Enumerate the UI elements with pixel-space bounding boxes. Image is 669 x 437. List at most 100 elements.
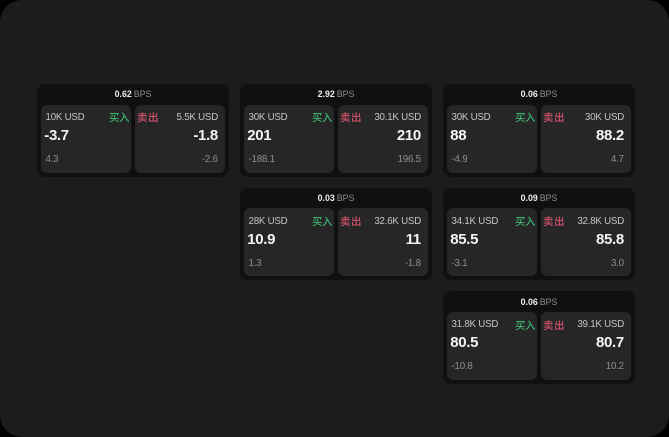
sell-quote-panel[interactable]: 32.8K USD 85.8 3.0 (541, 208, 631, 277)
cjk-glyph (515, 113, 525, 123)
buy-quote-panel[interactable]: 10K USD -3.7 4.3 (41, 104, 131, 173)
cjk-glyph-path (148, 112, 157, 123)
cjk-glyph-path (515, 113, 525, 123)
cjk-glyph-path (351, 112, 360, 123)
sell-panel-top: 30K USD (543, 112, 624, 124)
sell-panel-top: 30.1K USD (340, 112, 421, 124)
buy-panel-top: 30K USD (452, 112, 536, 124)
cjk-glyph-path (322, 112, 333, 123)
sell-price: 210 (396, 127, 421, 144)
sell-size: 32.6K USD (374, 215, 421, 227)
card-body: 30K USD 88 -4.9 30K USD 88.2 4.7 (443, 104, 635, 177)
cjk-glyph-path (543, 112, 554, 123)
buy-panel-top: 30K USD (249, 112, 333, 124)
cjk-glyph (119, 112, 130, 123)
buy-panel-top: 28K USD (249, 215, 333, 227)
card-header: 0.06 BPS (443, 84, 635, 105)
buy-price: 85.5 (450, 230, 479, 248)
buy-quote-panel[interactable]: 31.8K USD 80.5 -10.8 (447, 311, 537, 380)
cjk-glyph-path (554, 112, 563, 123)
cjk-glyph (312, 216, 322, 227)
buy-panel-top: 10K USD (46, 112, 130, 124)
card-body: 30K USD 201 -188.1 30.1K USD 210 196.5 (240, 104, 432, 177)
cjk-glyph-path (554, 216, 563, 227)
buy-size: 30K USD (248, 112, 288, 123)
sell-quote-panel[interactable]: 32.6K USD 11 -1.8 (338, 208, 428, 277)
card-header: 0.03 BPS (240, 188, 432, 209)
cjk-glyph (340, 112, 351, 123)
cjk-glyph-path (515, 216, 525, 227)
buy-panel-top: 34.1K USD (452, 215, 536, 227)
quote-card: 0.06 BPS 30K USD 88 -4.9 30K USD 88.2 4.… (443, 84, 635, 177)
card-body: 10K USD -3.7 4.3 5.5K USD -1.8 -2.6 (37, 104, 229, 177)
bps-unit-label: BPS (336, 89, 355, 100)
buy-size: 28K USD (248, 215, 288, 227)
sell-delta: 10.2 (605, 361, 624, 373)
cjk-glyph (515, 216, 525, 227)
bps-value: 0.06 (520, 296, 538, 307)
sell-delta: 4.7 (610, 154, 624, 165)
cjk-glyph-path (543, 216, 554, 227)
cjk-glyph-path (109, 113, 119, 123)
cjk-glyph-path (543, 320, 554, 330)
sell-panel-top: 32.6K USD (340, 215, 421, 227)
cjk-glyph-path (525, 112, 536, 123)
cjk-glyph (351, 216, 360, 227)
cjk-glyph (525, 112, 536, 123)
card-header: 2.92 BPS (240, 84, 432, 105)
buy-price: 201 (247, 127, 272, 144)
card-header: 0.62 BPS (37, 84, 229, 105)
sell-delta: -1.8 (404, 257, 421, 269)
sell-price: -1.8 (193, 127, 218, 144)
quote-card: 0.09 BPS 34.1K USD 85.5 -3.1 32.8K USD 8… (443, 187, 635, 281)
cjk-glyph-path (312, 113, 322, 123)
buy-delta: 1.3 (248, 257, 262, 269)
quote-card: 0.06 BPS 31.8K USD 80.5 -10.8 39.1K USD … (443, 291, 635, 384)
buy-panel-top: 31.8K USD (452, 319, 536, 331)
sell-panel-top: 5.5K USD (137, 112, 218, 124)
cjk-glyph (525, 320, 536, 330)
sell-quote-panel[interactable]: 39.1K USD 80.7 10.2 (541, 311, 631, 380)
sell-side-label (543, 320, 564, 331)
buy-size: 10K USD (45, 112, 85, 123)
buy-quote-panel[interactable]: 30K USD 201 -188.1 (244, 104, 334, 173)
card-header: 0.06 BPS (443, 291, 635, 312)
bps-unit-label: BPS (133, 89, 152, 100)
cjk-glyph-path (119, 112, 130, 123)
sell-quote-panel[interactable]: 30K USD 88.2 4.7 (541, 104, 631, 173)
quote-card: 2.92 BPS 30K USD 201 -188.1 30.1K USD 21… (240, 84, 432, 177)
cjk-glyph-path (525, 320, 536, 330)
cjk-glyph-path (340, 216, 351, 227)
buy-quote-panel[interactable]: 34.1K USD 85.5 -3.1 (447, 208, 537, 277)
sell-price: 80.7 (596, 334, 624, 352)
sell-side-label (543, 112, 564, 123)
sell-delta: -2.6 (201, 154, 218, 165)
buy-size: 31.8K USD (451, 319, 499, 331)
buy-delta: -188.1 (248, 154, 275, 165)
bps-value: 0.09 (520, 192, 538, 203)
buy-price: 80.5 (450, 334, 479, 352)
sell-quote-panel[interactable]: 30.1K USD 210 196.5 (338, 104, 428, 173)
buy-quote-panel[interactable]: 30K USD 88 -4.9 (447, 104, 537, 173)
bps-unit-label: BPS (539, 192, 558, 203)
quote-card: 0.62 BPS 10K USD -3.7 4.3 5.5K USD -1.8 … (37, 84, 229, 177)
sell-size: 32.8K USD (577, 215, 624, 227)
buy-price: 88 (450, 127, 467, 144)
quote-card: 0.03 BPS 28K USD 10.9 1.3 32.6K USD 11 -… (240, 187, 432, 281)
sell-quote-panel[interactable]: 5.5K USD -1.8 -2.6 (135, 104, 225, 173)
sell-side-label (137, 112, 158, 123)
bps-value: 0.03 (317, 192, 335, 203)
sell-side-label (340, 112, 361, 123)
buy-price: -3.7 (44, 127, 69, 144)
buy-side-label (312, 216, 333, 227)
cjk-glyph (109, 113, 119, 123)
buy-delta: -4.9 (451, 154, 468, 165)
buy-delta: -10.8 (451, 361, 473, 373)
buy-side-label (312, 112, 333, 123)
buy-side-label (515, 112, 536, 123)
buy-quote-panel[interactable]: 28K USD 10.9 1.3 (244, 208, 334, 277)
sell-side-label (543, 216, 564, 227)
buy-size: 30K USD (451, 112, 491, 123)
cjk-glyph-path (340, 112, 351, 123)
card-body: 31.8K USD 80.5 -10.8 39.1K USD 80.7 10.2 (443, 311, 635, 384)
